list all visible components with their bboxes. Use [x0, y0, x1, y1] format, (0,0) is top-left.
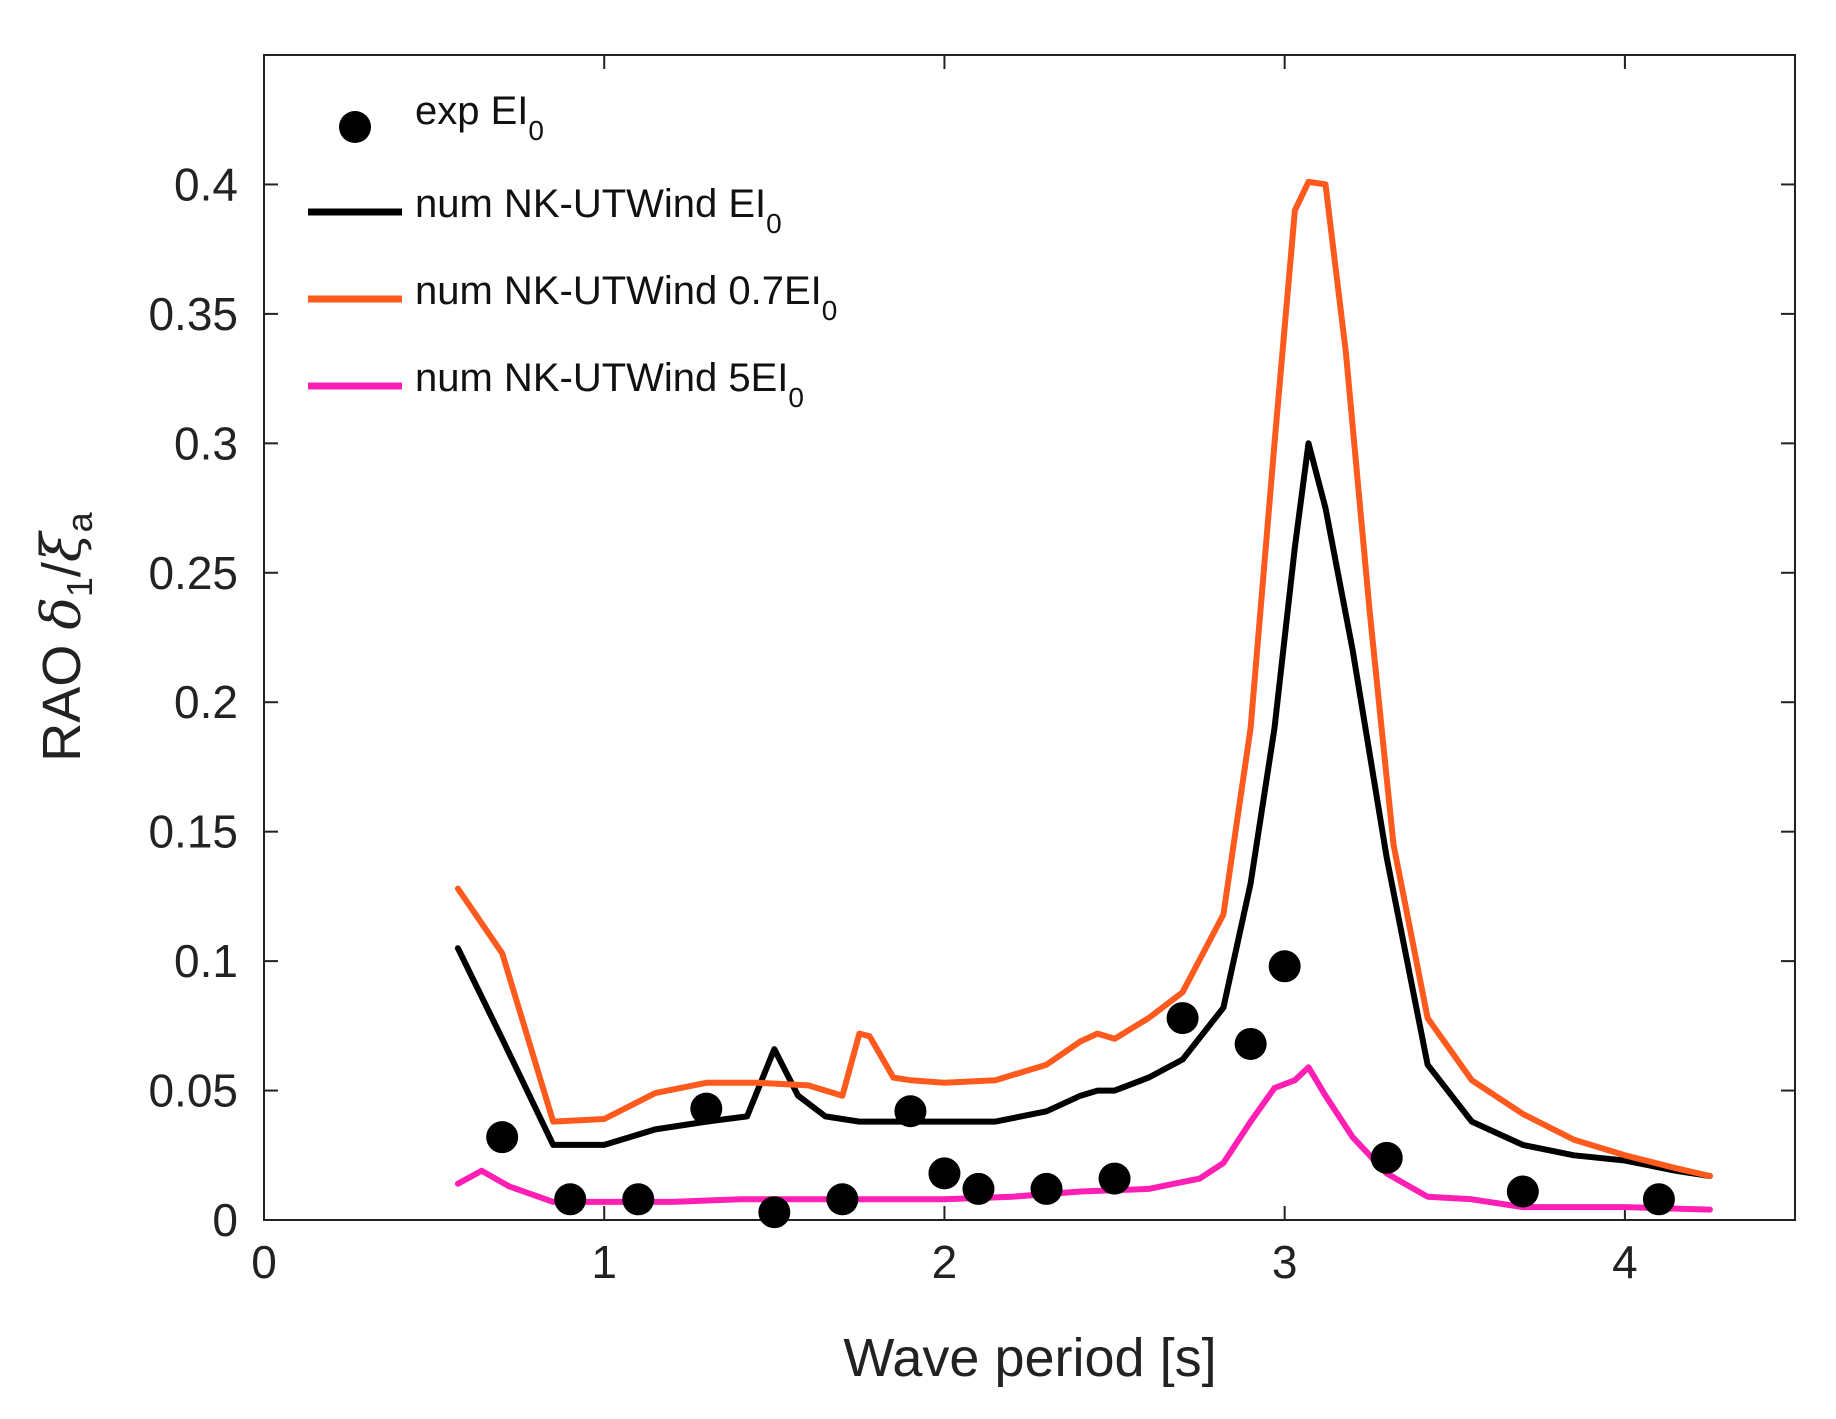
data-point: [1234, 1027, 1267, 1060]
y-label-xi: ξ: [30, 530, 93, 562]
x-tick-label: 0: [251, 1236, 277, 1288]
y-label-delta: δ: [30, 597, 93, 630]
data-point: [690, 1092, 723, 1125]
series-points: [486, 950, 1675, 1229]
y-tick-label: 0.15: [148, 806, 238, 858]
axis-ticks: [263, 55, 1795, 1221]
plot-frame: [263, 54, 1796, 1221]
data-point: [1370, 1141, 1403, 1174]
y-tick-label: 0.2: [174, 676, 238, 728]
data-point: [554, 1183, 587, 1216]
y-tick-label: 0.4: [174, 158, 238, 210]
x-axis-label: Wave period [s]: [843, 1328, 1216, 1388]
data-point: [1268, 950, 1301, 983]
data-point: [962, 1172, 995, 1205]
y-tick-labels: 0 0.05 0.1 0.15 0.2 0.25 0.3 0.35 0.4: [148, 158, 238, 1246]
y-tick-label: 0.05: [148, 1065, 238, 1117]
x-tick-label: 2: [932, 1236, 958, 1288]
data-point: [928, 1157, 961, 1190]
data-point: [622, 1183, 655, 1216]
y-axis-label: RAO δ1/ξa: [30, 511, 100, 761]
data-point: [486, 1121, 519, 1154]
y-tick-label: 0: [212, 1194, 238, 1246]
y-tick-label: 0.25: [148, 547, 238, 599]
legend-label-0.7ei0: num NK-UTWind 0.7EI0: [415, 269, 837, 326]
y-label-xi-sub: a: [59, 511, 100, 532]
data-point: [758, 1196, 791, 1229]
x-tick-label: 1: [591, 1236, 617, 1288]
y-label-slash: /: [32, 562, 92, 577]
y-tick-label: 0.3: [174, 417, 238, 469]
series-lines: [454, 178, 1713, 1213]
y-label-prefix: RAO: [32, 630, 92, 762]
y-tick-label: 0.1: [174, 935, 238, 987]
series-line-2: [454, 178, 1713, 1179]
legend: exp EI0 num NK-UTWind EI0 num NK-UTWind …: [308, 89, 837, 413]
legend-marker-exp: [339, 111, 371, 143]
data-point: [894, 1095, 927, 1128]
data-point: [826, 1183, 859, 1216]
x-tick-label: 3: [1272, 1236, 1298, 1288]
data-point: [1506, 1175, 1539, 1208]
y-tick-label: 0.35: [148, 288, 238, 340]
legend-label-ei0: num NK-UTWind EI0: [415, 182, 782, 239]
data-point: [1166, 1002, 1199, 1035]
x-tick-label: 4: [1612, 1236, 1638, 1288]
legend-label-exp: exp EI0: [415, 89, 544, 146]
series-line-1: [454, 440, 1713, 1179]
legend-label-5ei0: num NK-UTWind 5EI0: [415, 356, 804, 413]
data-point: [1098, 1162, 1131, 1195]
data-point: [1030, 1172, 1063, 1205]
x-tick-labels: 0 1 2 3 4: [251, 1236, 1637, 1288]
y-label-delta-sub: 1: [59, 577, 100, 597]
data-point: [1642, 1183, 1675, 1216]
